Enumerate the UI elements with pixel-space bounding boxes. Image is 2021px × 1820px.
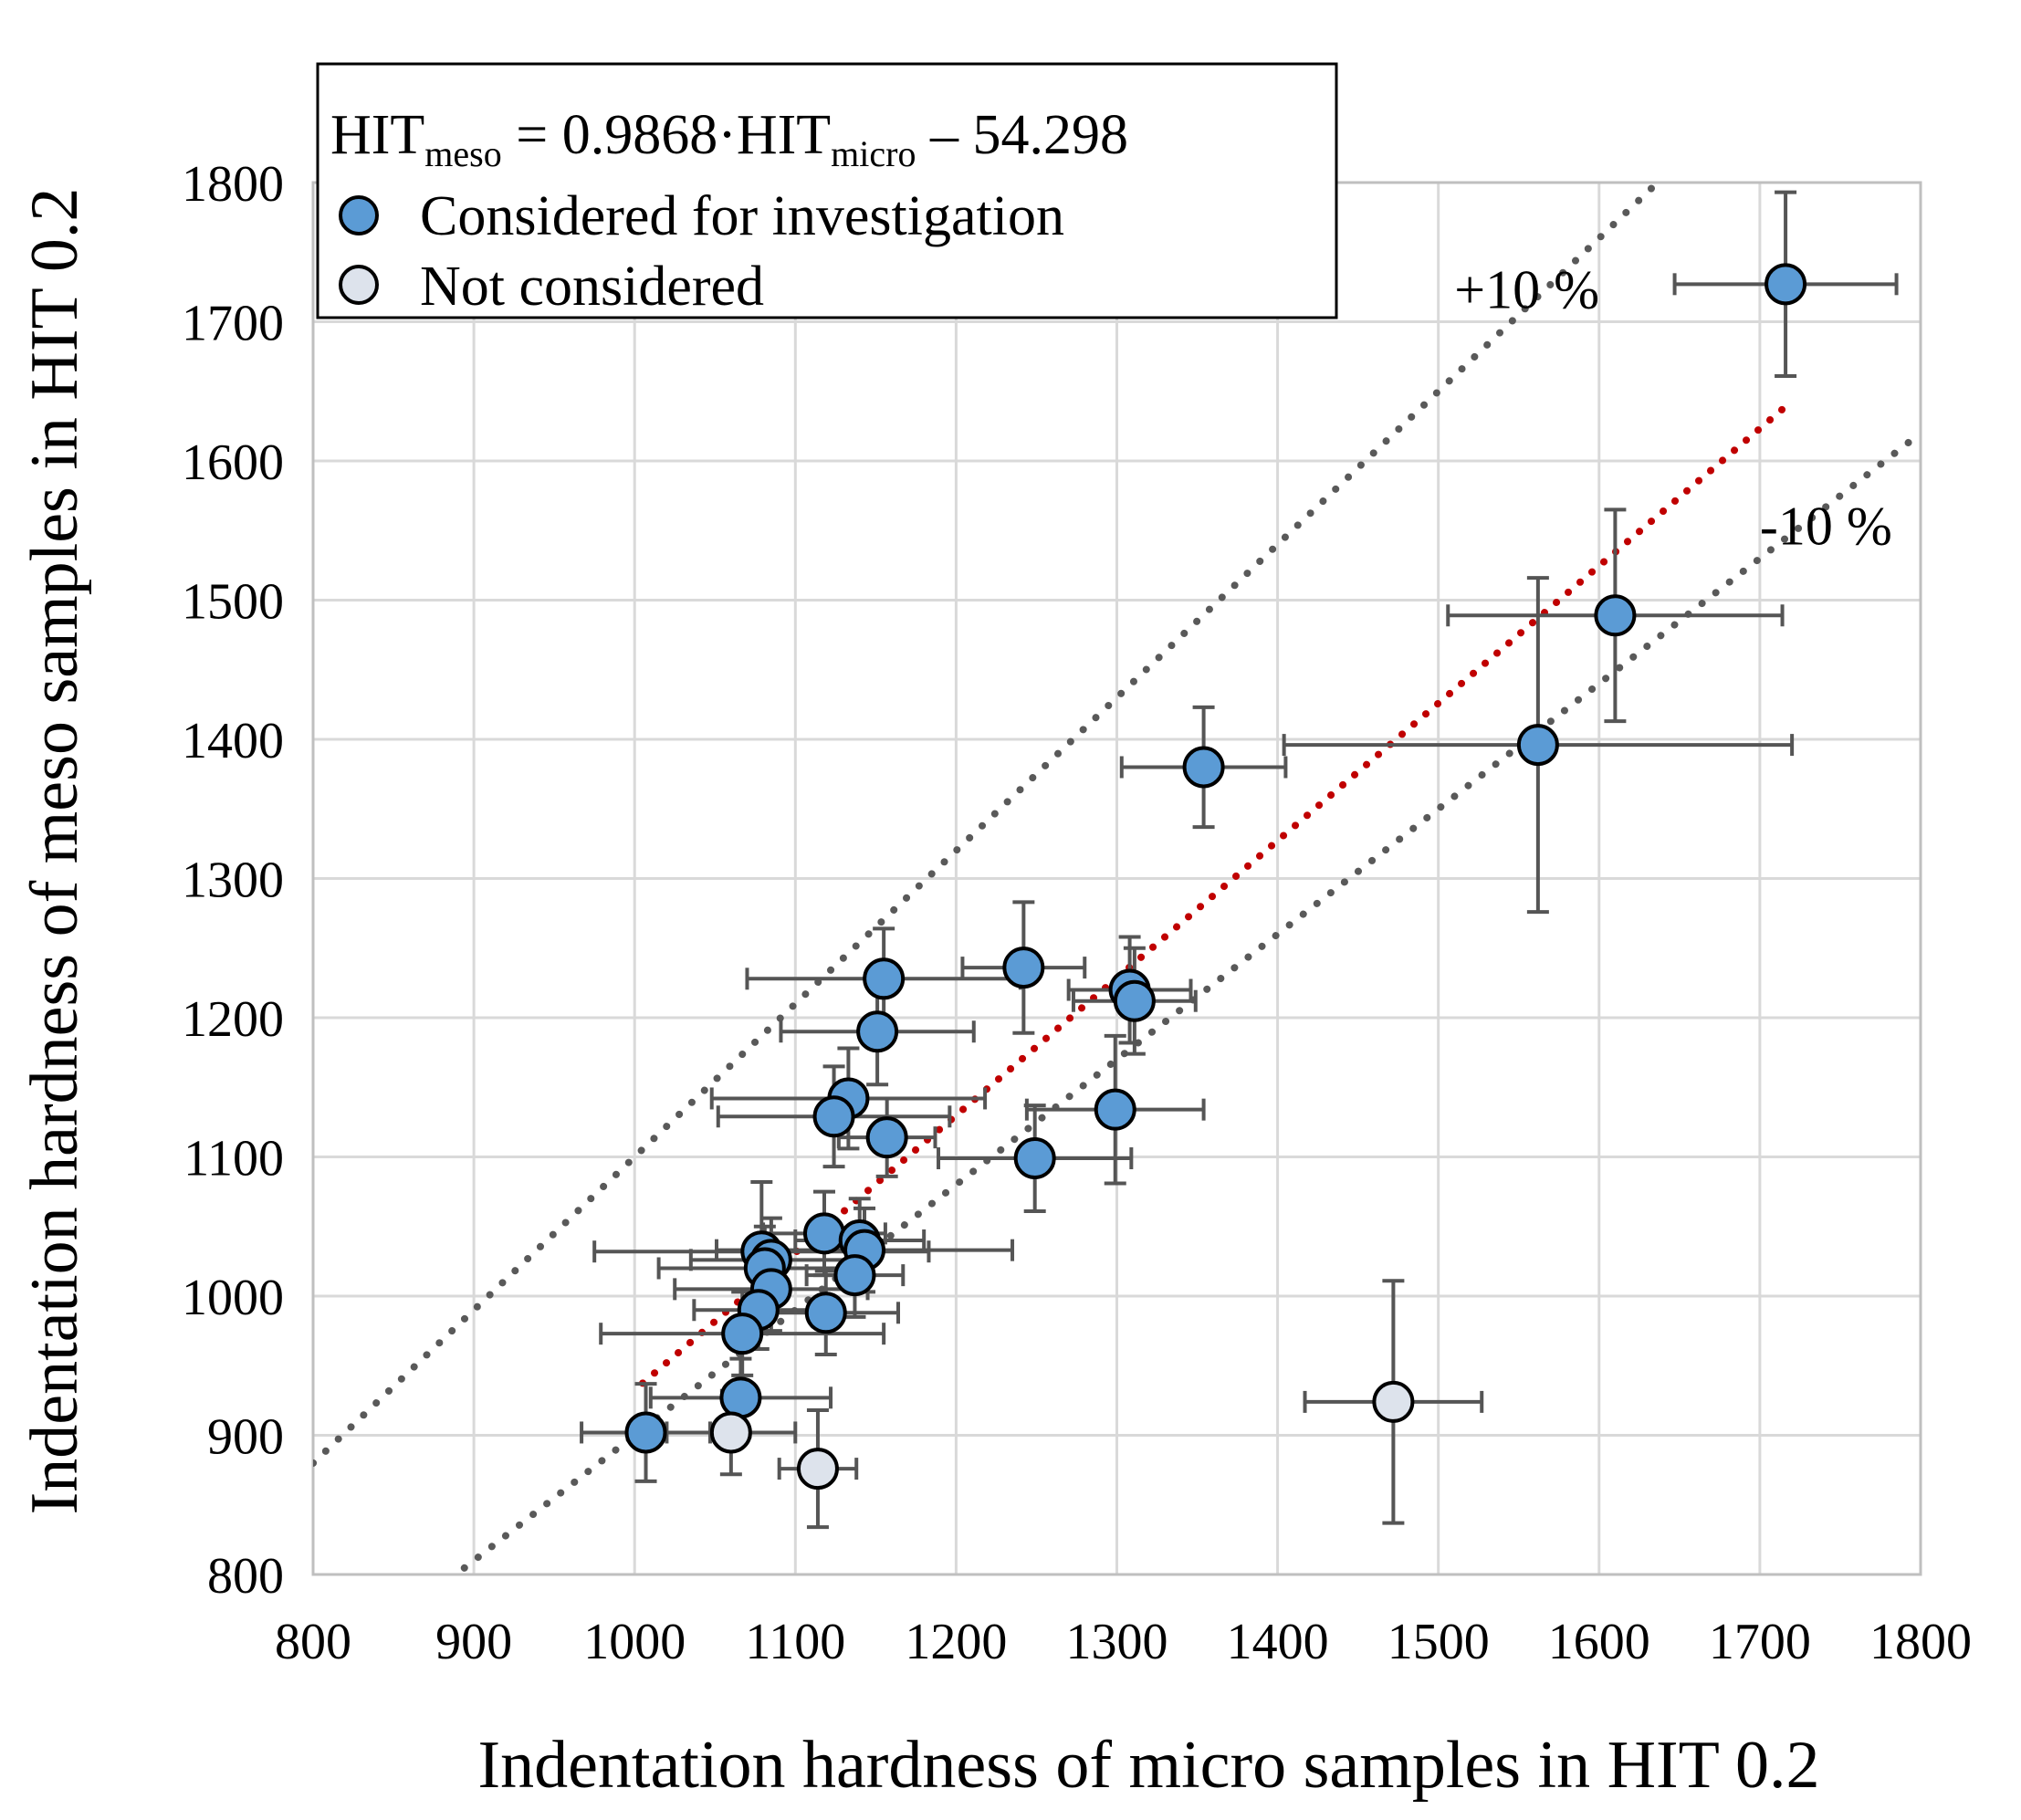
equation-mid-subscript: micro	[831, 133, 916, 174]
data-point-considered	[865, 1116, 908, 1159]
data-point-considered	[624, 1411, 667, 1454]
x-tick-label: 900	[435, 1614, 512, 1670]
x-tick-label: 1100	[745, 1614, 845, 1670]
data-point-not-considered	[1372, 1380, 1415, 1423]
fit-equation: HITmeso = 0.9868·HITmicro – 54.298	[330, 104, 1128, 174]
data-point-considered	[1094, 1088, 1136, 1131]
legend-box	[316, 62, 1338, 319]
y-tick-label: 1700	[182, 296, 284, 352]
x-axis-title: Indentation hardness of micro samples in…	[477, 1728, 1819, 1803]
y-tick-label: 1800	[182, 156, 284, 213]
data-point-considered	[1013, 1137, 1056, 1180]
tolerance-bands	[313, 183, 1921, 1574]
x-tick-label: 1300	[1066, 1614, 1168, 1670]
error-bars	[580, 190, 1899, 1530]
equation-lhs: HIT	[330, 104, 424, 166]
band-labels: +10 % -10 %	[1454, 259, 1892, 556]
x-tick-label: 800	[275, 1614, 351, 1670]
data-point-considered	[812, 1095, 855, 1138]
x-tick-label: 1800	[1869, 1614, 1972, 1670]
data-point-considered	[833, 1254, 876, 1297]
data-point-considered	[863, 957, 906, 1000]
data-point-considered	[1516, 724, 1559, 767]
grid	[311, 181, 1922, 1576]
equation-lhs-subscript: meso	[424, 133, 501, 174]
band-label-minus-10: -10 %	[1760, 497, 1892, 557]
x-tick-label: 1600	[1548, 1614, 1650, 1670]
equation-rhs: – 54.298	[916, 104, 1128, 166]
data-point-considered	[1113, 979, 1156, 1022]
data-point-not-considered	[709, 1411, 752, 1454]
y-tick-label: 1600	[182, 434, 284, 491]
legend: HITmeso = 0.9868·HITmicro – 54.298 Consi…	[316, 62, 1338, 319]
data-point-considered	[804, 1292, 847, 1334]
y-tick-label: 800	[207, 1548, 284, 1605]
legend-marker-considered	[339, 195, 379, 235]
y-tick-label: 1500	[182, 574, 284, 631]
data-point-considered	[719, 1376, 762, 1419]
x-tick-label: 1500	[1387, 1614, 1490, 1670]
y-tick-label: 1300	[182, 852, 284, 909]
legend-label-considered: Considered for investigation	[420, 185, 1064, 247]
data-point-considered	[1182, 746, 1225, 789]
data-points	[624, 263, 1807, 1491]
data-point-considered	[802, 1212, 845, 1255]
data-point-not-considered	[796, 1448, 839, 1491]
y-axis-ticks: 800 900 1000 1100 1200 1300 1400 1500 1600 1700 18…	[182, 156, 284, 1605]
x-tick-label: 1000	[583, 1614, 686, 1670]
y-axis-title: Indentation hardness of meso samples in …	[17, 188, 92, 1515]
y-tick-label: 900	[207, 1409, 284, 1466]
x-tick-label: 1700	[1709, 1614, 1811, 1670]
y-tick-label: 1000	[182, 1270, 284, 1326]
band-line-plus-10	[313, 183, 1663, 1467]
equation-middle: = 0.9868·HIT	[502, 104, 831, 166]
y-tick-label: 1200	[182, 991, 284, 1048]
data-point-considered	[721, 1313, 764, 1355]
x-tick-label: 1200	[905, 1614, 1007, 1670]
data-point-considered	[856, 1010, 899, 1053]
x-axis-ticks: 800 900 1000 1100 1200 1300 1400 1500 1600 1700 18…	[275, 1614, 1972, 1670]
data-point-considered	[1594, 594, 1637, 637]
y-tick-label: 1400	[182, 713, 284, 769]
data-point-considered	[1002, 947, 1045, 989]
x-tick-label: 1400	[1227, 1614, 1329, 1670]
legend-marker-not-considered	[339, 265, 379, 305]
y-tick-label: 1100	[183, 1131, 284, 1187]
data-point-considered	[1764, 263, 1807, 306]
legend-label-not-considered: Not considered	[420, 256, 764, 318]
band-label-plus-10: +10 %	[1454, 259, 1599, 319]
